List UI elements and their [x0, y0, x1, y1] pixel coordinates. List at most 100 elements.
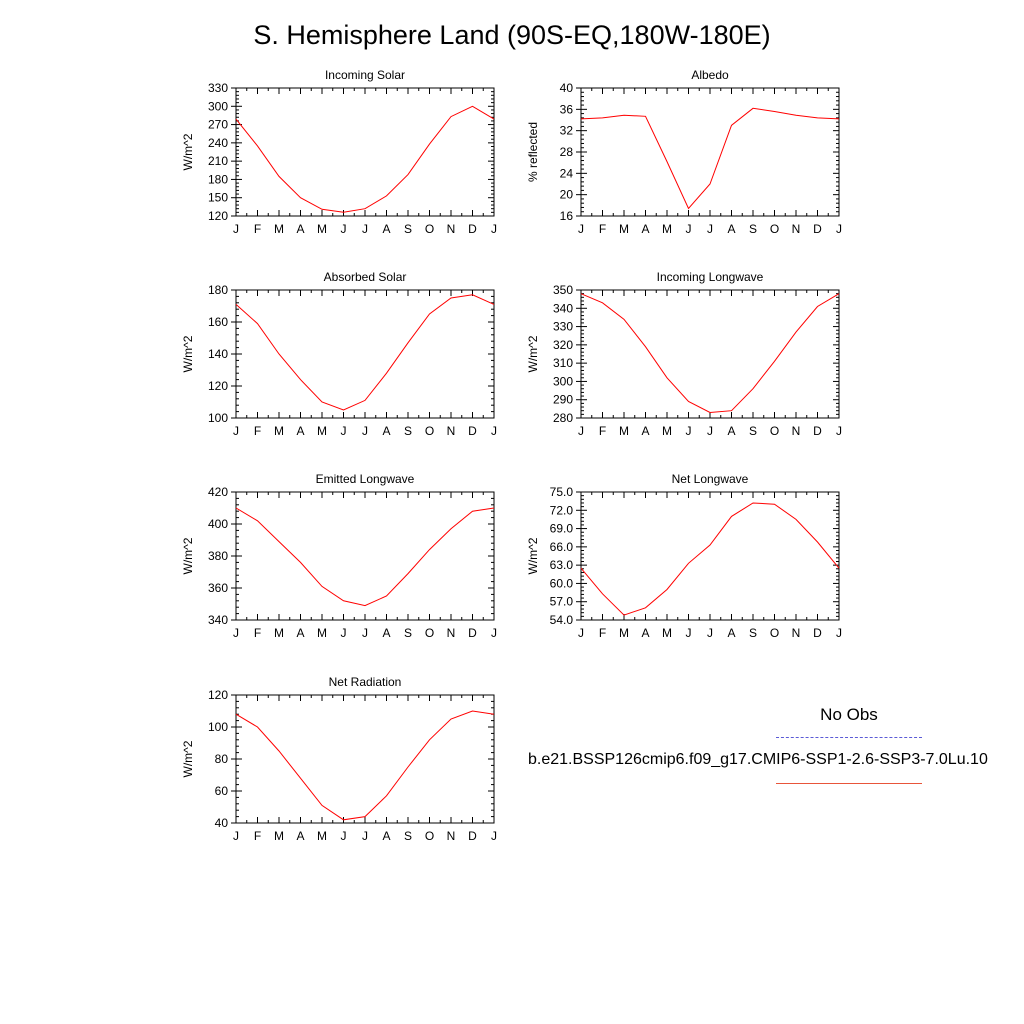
- x-tick-label: S: [749, 424, 757, 438]
- y-tick-label: 160: [208, 315, 228, 329]
- x-tick-label: D: [468, 424, 477, 438]
- x-tick-label: J: [341, 626, 347, 640]
- y-tick-label: 28: [560, 145, 574, 159]
- y-tick-label: 40: [560, 81, 574, 95]
- x-tick-label: J: [341, 829, 347, 843]
- panel-title: Incoming Longwave: [657, 270, 764, 284]
- x-tick-label: M: [317, 222, 327, 236]
- y-tick-label: 360: [208, 581, 228, 595]
- y-tick-label: 72.0: [550, 503, 574, 517]
- series-line: [580, 293, 840, 414]
- x-tick-label: A: [382, 222, 390, 236]
- y-tick-label: 75.0: [550, 485, 574, 499]
- x-tick-label: A: [727, 222, 735, 236]
- x-tick-label: O: [770, 222, 779, 236]
- y-tick-label: 340: [553, 301, 573, 315]
- panel-title: Net Longwave: [672, 472, 749, 486]
- x-tick-label: J: [341, 424, 347, 438]
- x-tick-label: O: [425, 424, 434, 438]
- series-line: [235, 507, 495, 607]
- x-tick-label: J: [836, 424, 842, 438]
- y-tick-label: 120: [208, 688, 228, 702]
- x-tick-label: A: [382, 626, 390, 640]
- x-tick-label: A: [296, 626, 304, 640]
- y-tick-label: 180: [208, 172, 228, 186]
- y-tick-label: 57.0: [550, 595, 574, 609]
- y-tick-label: 270: [208, 118, 228, 132]
- y-tick-label: 320: [553, 338, 573, 352]
- x-tick-label: M: [619, 626, 629, 640]
- x-tick-label: D: [468, 829, 477, 843]
- y-tick-label: 300: [208, 99, 228, 113]
- x-tick-label: A: [641, 626, 649, 640]
- x-tick-label: J: [707, 424, 713, 438]
- plot-frame: [235, 289, 495, 419]
- x-tick-label: J: [836, 626, 842, 640]
- x-tick-label: F: [254, 829, 261, 843]
- x-tick-label: N: [792, 222, 801, 236]
- x-tick-label: J: [578, 424, 584, 438]
- x-tick-label: J: [362, 424, 368, 438]
- y-axis-label: W/m^2: [526, 537, 540, 574]
- x-tick-label: A: [382, 829, 390, 843]
- x-tick-label: M: [317, 424, 327, 438]
- plot-frame: [580, 87, 840, 217]
- plot-frame: [235, 87, 495, 217]
- x-tick-label: M: [662, 626, 672, 640]
- x-tick-label: D: [813, 424, 822, 438]
- x-tick-label: J: [578, 626, 584, 640]
- y-axis-label: W/m^2: [181, 335, 195, 372]
- x-tick-label: A: [727, 424, 735, 438]
- x-tick-label: A: [296, 222, 304, 236]
- x-tick-label: A: [296, 829, 304, 843]
- x-tick-label: J: [491, 222, 497, 236]
- y-tick-label: 40: [215, 816, 229, 830]
- x-tick-label: J: [707, 626, 713, 640]
- x-tick-label: S: [404, 626, 412, 640]
- x-tick-label: N: [447, 424, 456, 438]
- y-tick-label: 60.0: [550, 576, 574, 590]
- y-tick-label: 63.0: [550, 558, 574, 572]
- x-tick-label: M: [274, 424, 284, 438]
- x-tick-label: F: [599, 424, 606, 438]
- x-tick-label: J: [362, 626, 368, 640]
- x-tick-label: J: [491, 626, 497, 640]
- y-tick-label: 54.0: [550, 613, 574, 627]
- y-tick-label: 330: [208, 81, 228, 95]
- panel-title: Net Radiation: [329, 675, 402, 689]
- x-tick-label: S: [404, 829, 412, 843]
- y-tick-label: 20: [560, 188, 574, 202]
- legend-case-label: b.e21.BSSP126cmip6.f09_g17.CMIP6-SSP1-2.…: [528, 751, 988, 768]
- x-tick-label: J: [233, 222, 239, 236]
- x-tick-label: S: [404, 424, 412, 438]
- y-axis-label: W/m^2: [181, 537, 195, 574]
- y-tick-label: 380: [208, 549, 228, 563]
- x-tick-label: M: [662, 222, 672, 236]
- series-line: [235, 294, 495, 411]
- y-axis-label: % reflected: [526, 122, 540, 182]
- x-tick-label: F: [254, 424, 261, 438]
- x-tick-label: J: [233, 829, 239, 843]
- legend-case-swatch: [776, 783, 922, 784]
- plot-frame: [235, 694, 495, 824]
- panel-title: Absorbed Solar: [324, 270, 407, 284]
- y-tick-label: 310: [553, 356, 573, 370]
- plot-frame: [580, 289, 840, 419]
- y-tick-label: 66.0: [550, 540, 574, 554]
- x-tick-label: D: [813, 222, 822, 236]
- legend-obs-swatch: [776, 737, 922, 738]
- series-line: [235, 105, 495, 213]
- x-tick-label: N: [447, 626, 456, 640]
- x-tick-label: J: [686, 222, 692, 236]
- x-tick-label: D: [813, 626, 822, 640]
- x-tick-label: M: [317, 626, 327, 640]
- y-axis-label: W/m^2: [526, 335, 540, 372]
- series-line: [580, 502, 840, 616]
- x-tick-label: J: [686, 626, 692, 640]
- plot-frame: [580, 491, 840, 621]
- x-tick-label: J: [362, 222, 368, 236]
- x-tick-label: J: [707, 222, 713, 236]
- x-tick-label: J: [233, 626, 239, 640]
- x-tick-label: A: [641, 424, 649, 438]
